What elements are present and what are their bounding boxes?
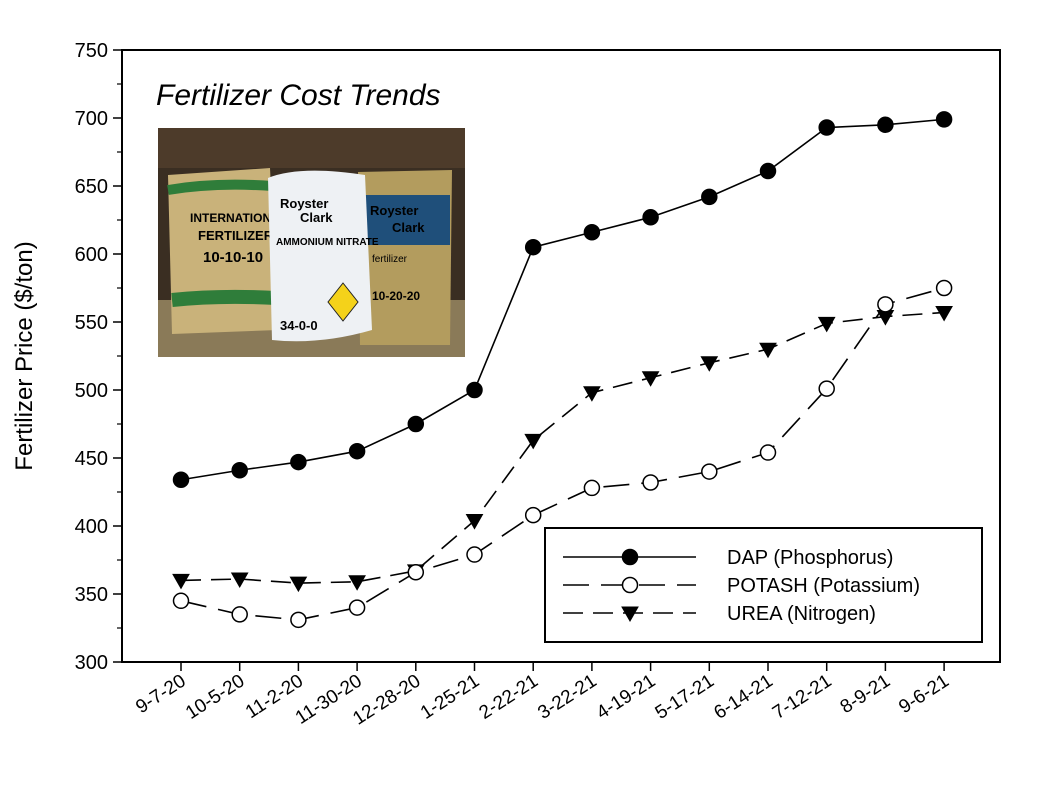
series-layer <box>172 111 953 629</box>
series-1-point-0 <box>172 592 190 610</box>
y-tick-label-300: 300 <box>75 652 108 674</box>
series-0-point-7 <box>583 223 601 241</box>
series-2-point-11 <box>817 316 836 333</box>
legend-label-2: UREA (Nitrogen) <box>727 603 876 625</box>
series-1 <box>172 279 953 629</box>
series-0 <box>172 111 953 489</box>
series-line-0 <box>180 118 945 481</box>
bag-middle-line1: Royster <box>280 196 328 211</box>
series-1-point-9 <box>701 463 718 480</box>
series-0-point-1 <box>231 461 248 479</box>
legend: DAP (Phosphorus) POTASH (Potassium) UREA (… <box>544 527 983 643</box>
series-2-point-8 <box>641 371 660 387</box>
series-0-point-3 <box>348 442 366 460</box>
series-0-point-10 <box>759 162 777 180</box>
bag-middle-line3: AMMONIUM NITRATE <box>276 237 379 248</box>
y-tick-label-650: 650 <box>75 176 108 198</box>
series-1-point-7 <box>583 479 601 497</box>
series-1-point-3 <box>348 599 366 616</box>
series-2-point-6 <box>524 433 543 450</box>
legend-marker-0 <box>621 548 639 566</box>
y-axis-title: Fertilizer Price ($/ton) <box>11 241 38 470</box>
x-tick-label-4-19-21: 4-19-21 <box>593 671 659 724</box>
series-1-point-13 <box>935 279 953 297</box>
series-0-point-5 <box>466 381 483 399</box>
series-2-point-3 <box>348 575 366 591</box>
series-2-point-13 <box>935 305 953 322</box>
y-tick-label-550: 550 <box>75 312 108 334</box>
series-line-2 <box>180 311 945 584</box>
legend-marker-2 <box>621 606 639 623</box>
series-1-point-12 <box>877 296 894 313</box>
x-tick-label-5-17-21: 5-17-21 <box>652 671 718 724</box>
y-tick-label-700: 700 <box>75 108 108 130</box>
x-tick-label-12-28-20: 12-28-20 <box>349 671 424 730</box>
bag-right-line1: Royster <box>370 203 418 218</box>
x-tick-label-1-25-21: 1-25-21 <box>417 671 483 724</box>
series-0-point-11 <box>818 119 835 136</box>
x-tick-label-7-12-21: 7-12-21 <box>769 671 835 724</box>
x-tick-label-10-5-20: 10-5-20 <box>182 671 248 724</box>
series-2-point-10 <box>759 342 777 359</box>
legend-label-0: DAP (Phosphorus) <box>727 547 893 569</box>
bag-middle-line2: Clark <box>300 210 333 225</box>
bag-right-line3: fertilizer <box>372 254 408 265</box>
series-1-point-10 <box>759 444 777 461</box>
series-1-point-2 <box>290 611 307 629</box>
series-1-point-1 <box>231 606 248 623</box>
bag-right-line2: Clark <box>392 220 425 235</box>
series-2-point-0 <box>172 573 190 590</box>
series-0-point-0 <box>172 471 190 489</box>
series-2-point-5 <box>465 514 484 530</box>
series-1-point-8 <box>642 474 659 491</box>
series-0-point-13 <box>935 111 953 128</box>
fertilizer-bags-photo: INTERNATIONAL FERTILIZER 10-10-10 Royste… <box>158 128 465 357</box>
x-tick-label-8-9-21: 8-9-21 <box>837 671 894 719</box>
series-line-1 <box>180 287 945 621</box>
series-0-point-2 <box>290 453 307 471</box>
series-1-point-6 <box>524 506 542 524</box>
series-0-point-12 <box>877 116 894 134</box>
y-tick-label-600: 600 <box>75 244 108 266</box>
x-tick-label-6-14-21: 6-14-21 <box>710 671 776 724</box>
series-1-point-11 <box>818 380 835 397</box>
series-2-point-2 <box>289 576 308 593</box>
y-tick-label-350: 350 <box>75 584 108 606</box>
series-0-point-8 <box>642 209 659 226</box>
x-tick-label-9-6-21: 9-6-21 <box>895 671 952 719</box>
series-0-point-4 <box>407 415 425 433</box>
series-1-point-5 <box>466 546 483 563</box>
y-tick-label-400: 400 <box>75 516 108 538</box>
bag-middle-line4: 34-0-0 <box>280 318 318 333</box>
series-2-point-1 <box>230 572 249 589</box>
y-tick-label-750: 750 <box>75 40 108 62</box>
bag-left-line1: INTERNATIONAL <box>190 211 287 225</box>
x-tick-label-9-7-20: 9-7-20 <box>132 671 189 719</box>
y-tick-label-450: 450 <box>75 448 108 470</box>
series-0-point-6 <box>524 238 542 256</box>
series-2-point-7 <box>583 386 601 402</box>
bag-left-line2: FERTILIZER <box>198 228 274 243</box>
series-2-point-9 <box>700 356 719 372</box>
bag-left-line3: 10-10-10 <box>203 249 263 266</box>
legend-label-1: POTASH (Potassium) <box>727 575 920 597</box>
x-tick-label-3-22-21: 3-22-21 <box>534 671 600 724</box>
series-1-point-4 <box>407 563 425 581</box>
bag-right-line4: 10-20-20 <box>372 289 420 303</box>
legend-marker-1 <box>621 576 639 594</box>
y-tick-label-500: 500 <box>75 380 108 402</box>
x-tick-label-2-22-21: 2-22-21 <box>476 671 542 724</box>
series-0-point-9 <box>701 188 718 206</box>
series-2 <box>172 305 953 593</box>
chart-title: Fertilizer Cost Trends <box>156 79 441 112</box>
